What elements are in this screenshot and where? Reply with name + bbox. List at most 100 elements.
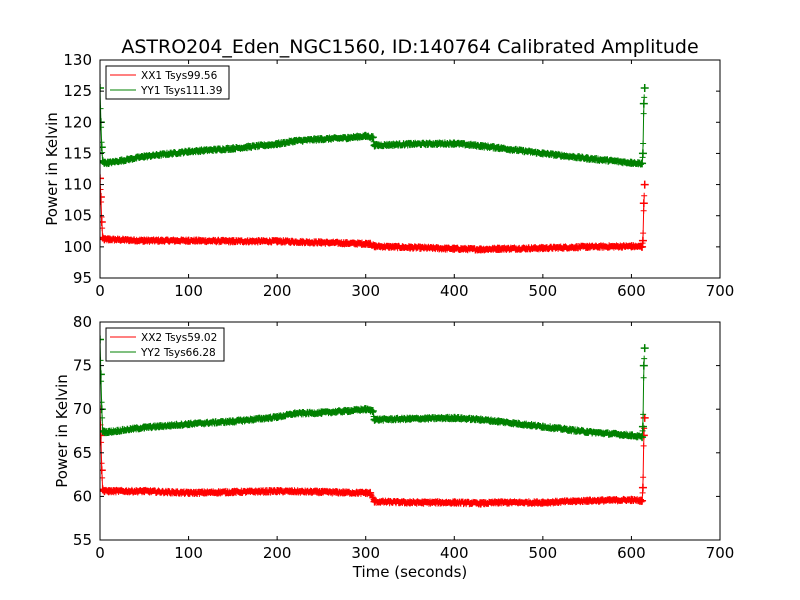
data-point-xx2: [273, 487, 282, 496]
top-legend-label-yy1: YY1 Tsys111.39: [140, 85, 222, 97]
data-point-yy1: [476, 141, 485, 150]
data-point-xx1: [100, 193, 105, 202]
y-tick-label: 115: [63, 144, 92, 162]
data-point-yy2: [228, 417, 237, 426]
data-point-xx1: [184, 236, 193, 245]
data-point-yy2: [361, 405, 370, 414]
data-point-xx2: [638, 496, 647, 505]
data-point-yy2: [406, 414, 414, 423]
data-point-yy2: [450, 413, 459, 422]
data-point-yy1: [290, 136, 299, 145]
data-point-yy1: [370, 141, 379, 150]
data-point-xx1: [366, 239, 375, 248]
data-point-xx1: [494, 244, 503, 253]
data-point-xx2: [450, 498, 459, 507]
data-point-yy2: [476, 415, 485, 424]
x-tick-label: 400: [440, 282, 469, 300]
data-point-xx1: [640, 180, 649, 189]
y-tick-label: 110: [63, 176, 92, 194]
data-point-yy1: [104, 158, 113, 167]
data-point-yy1: [538, 149, 547, 158]
data-point-yy1: [638, 149, 647, 158]
data-point-xx1: [538, 244, 547, 253]
data-point-yy2: [273, 413, 282, 422]
data-point-xx2: [640, 413, 649, 422]
y-tick-label: 80: [73, 313, 92, 331]
x-tick-label: 600: [617, 282, 646, 300]
data-point-xx2: [100, 466, 106, 475]
data-point-yy1: [638, 159, 647, 168]
x-tick-label: 100: [174, 282, 203, 300]
data-point-xx1: [100, 233, 107, 242]
top-legend: XX1 Tsys99.56 YY1 Tsys111.39: [105, 65, 230, 100]
data-point-yy1: [317, 135, 326, 144]
data-point-xx1: [450, 244, 459, 253]
data-point-yy1: [228, 144, 237, 153]
data-point-xx1: [100, 217, 106, 226]
y-tick-label: 70: [73, 400, 92, 418]
data-point-yy1: [100, 84, 104, 93]
data-point-xx2: [366, 488, 375, 497]
top-legend-label-xx1: XX1 Tsys99.56: [141, 70, 218, 82]
data-point-yy1: [450, 139, 459, 148]
data-point-yy2: [317, 408, 326, 417]
data-point-xx2: [583, 496, 592, 505]
top-plot-frame: [99, 59, 721, 279]
y-tick-label: 130: [63, 51, 92, 69]
data-point-yy2: [538, 422, 547, 431]
x-tick-label: 300: [351, 544, 380, 562]
x-axis-label: Time (seconds): [352, 563, 468, 581]
x-tick-label: 400: [440, 544, 469, 562]
data-point-yy1: [273, 140, 282, 149]
data-point-xx2: [476, 499, 485, 508]
data-point-xx1: [638, 242, 647, 251]
x-tick-label: 100: [174, 544, 203, 562]
data-point-xx2: [140, 487, 149, 496]
data-point-yy2: [638, 433, 647, 442]
x-tick-label: 500: [529, 282, 558, 300]
data-point-xx1: [370, 242, 379, 251]
y-tick-label: 120: [63, 113, 92, 131]
data-point-yy1: [368, 133, 377, 142]
x-tick-label: 600: [617, 544, 646, 562]
data-point-yy2: [184, 420, 193, 429]
data-point-yy1: [100, 143, 106, 152]
top-series-layer: [100, 84, 649, 254]
data-point-xx1: [639, 199, 648, 208]
data-point-yy2: [627, 431, 636, 440]
y-tick-label: 125: [63, 82, 92, 100]
data-point-xx1: [228, 237, 237, 246]
data-point-yy2: [368, 406, 377, 415]
data-point-xx2: [370, 497, 379, 506]
y-tick-label: 105: [63, 207, 92, 225]
bottom-legend-box: [105, 327, 225, 362]
y-tick-label: 100: [63, 238, 92, 256]
data-point-yy2: [100, 370, 105, 379]
data-point-xx2: [100, 431, 105, 440]
bottom-panel: Power in Kelvin Time (seconds) 0 100 200 30…: [53, 313, 734, 581]
data-point-yy1: [361, 131, 370, 140]
x-tick-label: 200: [263, 544, 292, 562]
data-point-xx1: [273, 237, 282, 246]
bottom-legend: XX2 Tsys59.02 YY2 Tsys66.28: [105, 327, 225, 362]
data-point-yy1: [640, 84, 649, 93]
data-point-yy1: [494, 143, 503, 152]
data-point-yy2: [344, 406, 352, 415]
data-point-yy1: [639, 99, 648, 108]
data-point-yy2: [639, 361, 648, 370]
top-legend-box: [105, 65, 230, 100]
data-point-yy2: [638, 422, 647, 431]
data-point-xx1: [627, 242, 636, 251]
data-point-xx1: [406, 243, 414, 252]
data-point-yy1: [140, 152, 149, 161]
y-tick-label: 75: [73, 357, 92, 375]
data-point-xx1: [583, 242, 592, 251]
data-point-yy2: [100, 335, 104, 344]
bottom-ticks-layer: 0 100 200 300 400 500 600 700 55 60 65 70 75 80: [73, 313, 734, 562]
data-point-yy2: [100, 427, 107, 435]
data-point-yy1: [627, 158, 636, 167]
data-point-yy1: [583, 154, 592, 163]
data-point-xx1: [638, 236, 647, 245]
x-tick-label: 700: [706, 544, 735, 562]
